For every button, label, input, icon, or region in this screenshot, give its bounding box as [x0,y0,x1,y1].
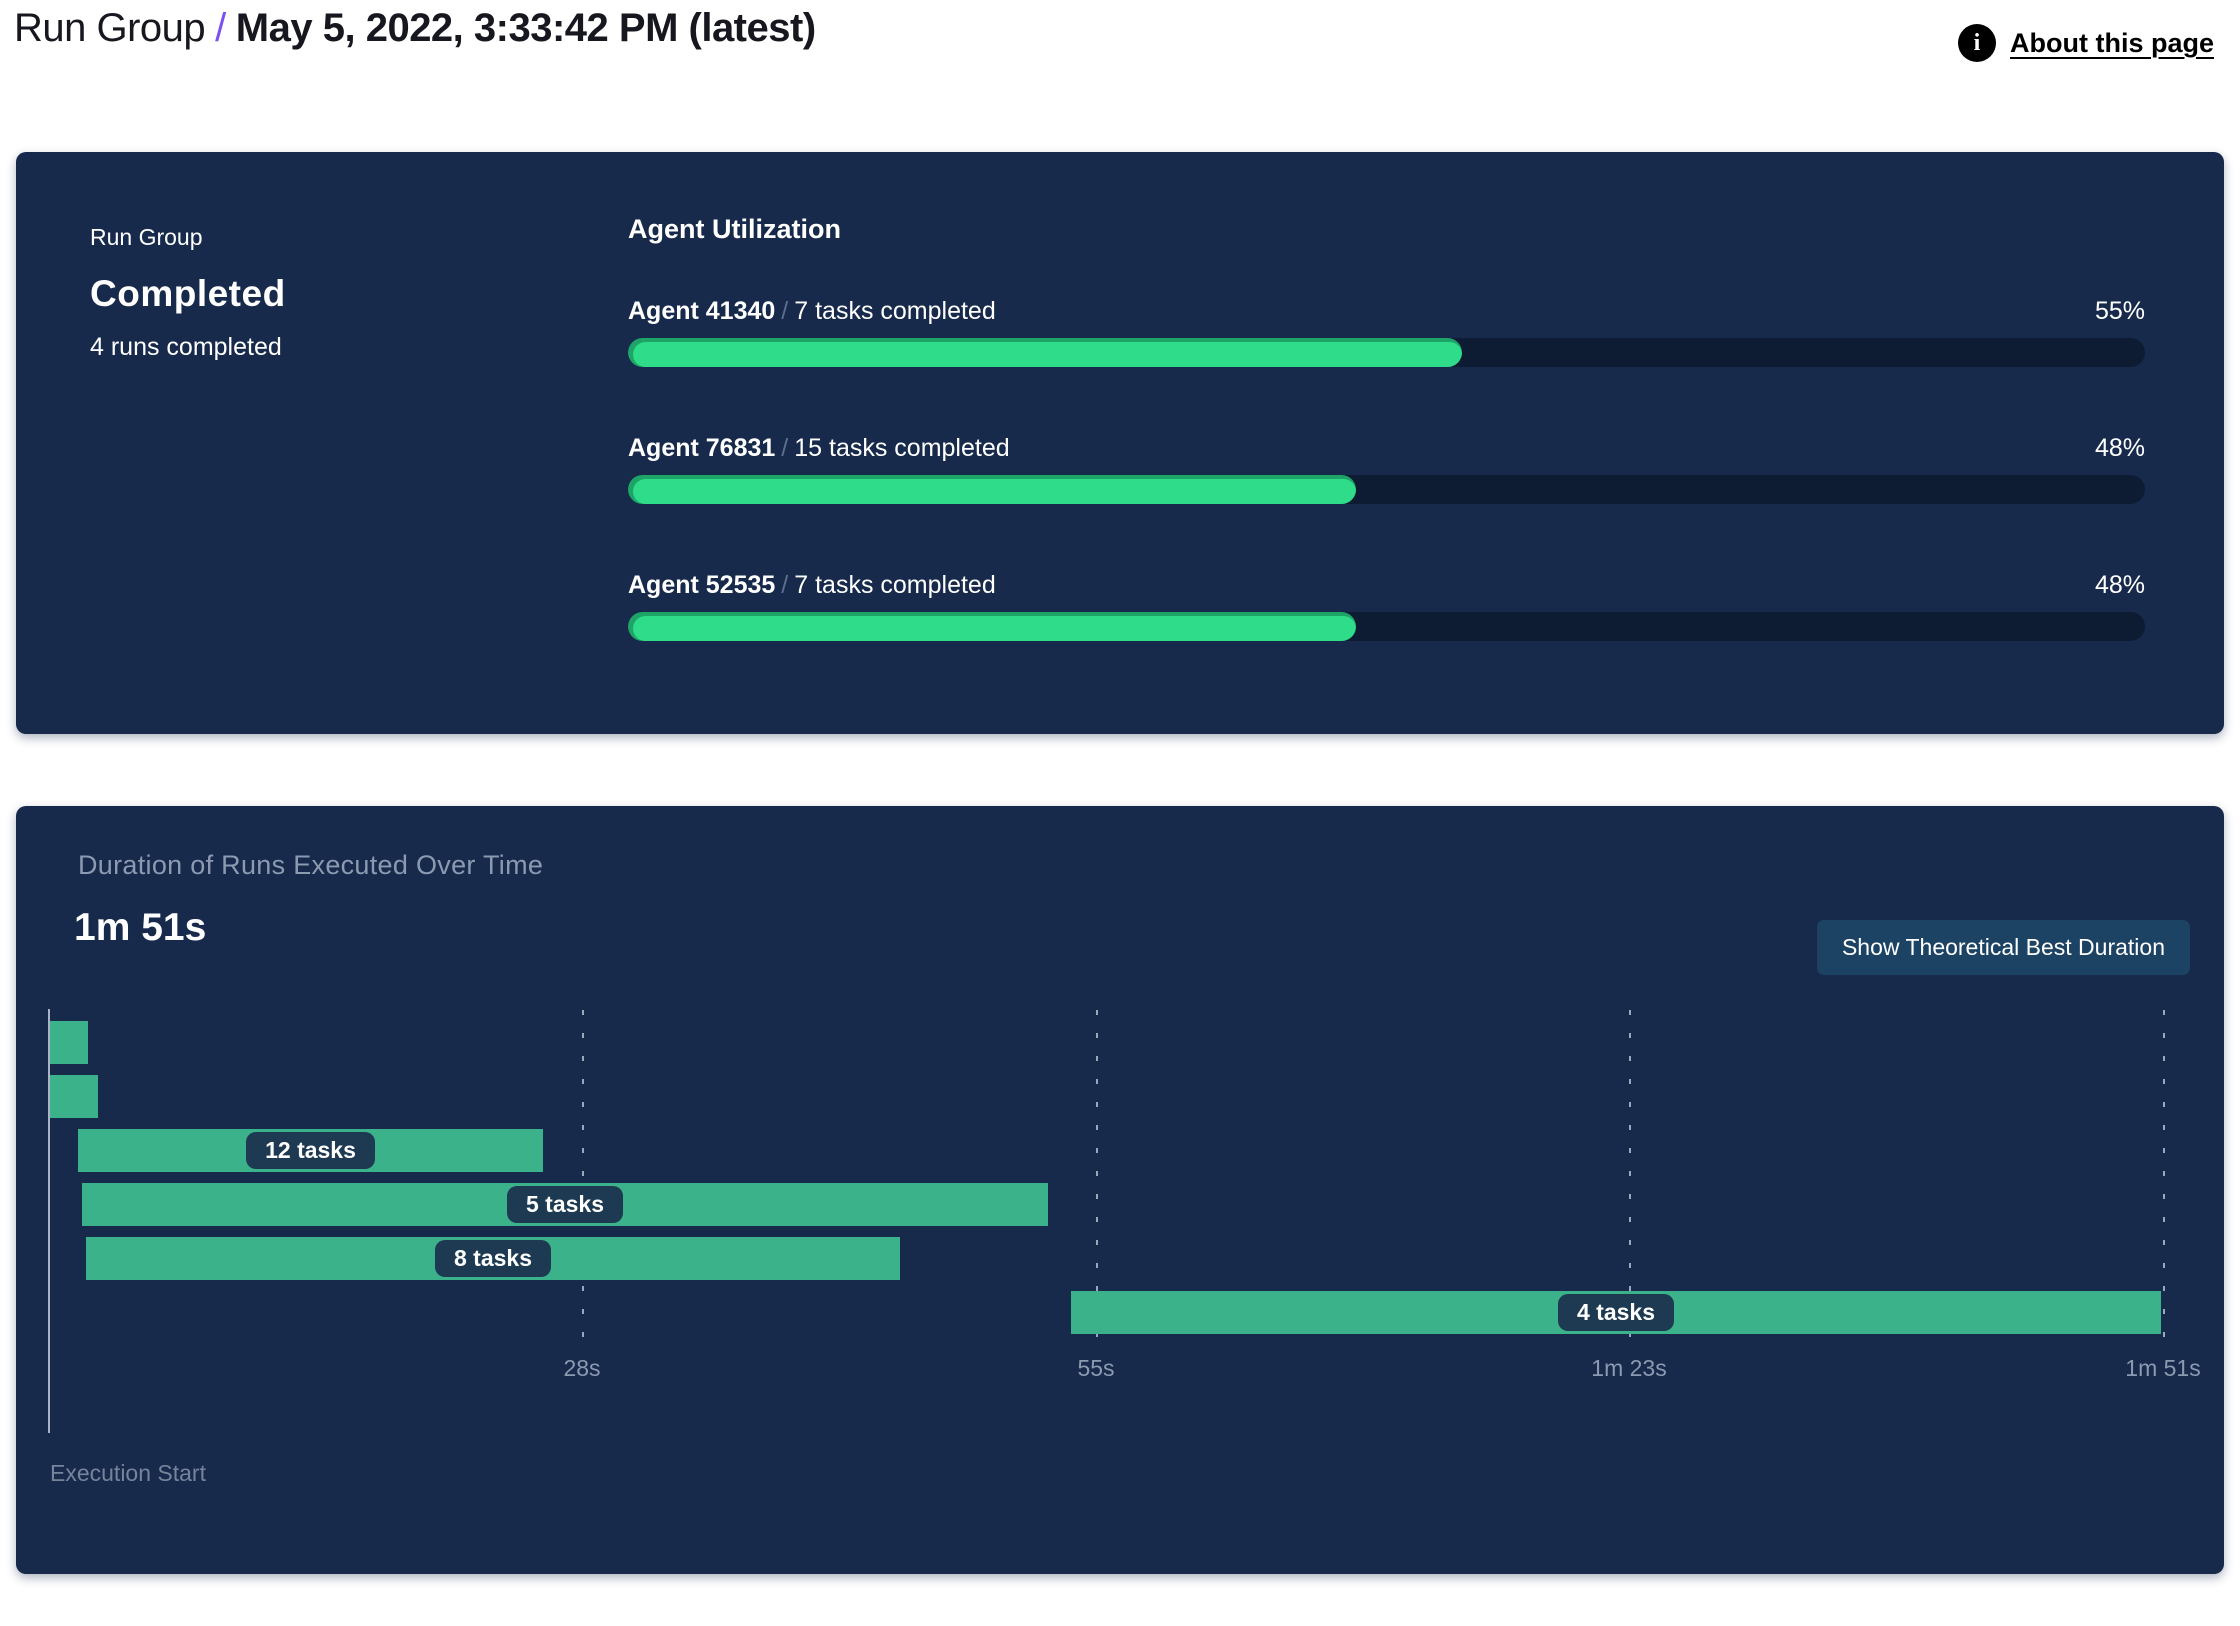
run-group-status: Completed [90,273,286,314]
agent-label-line: Agent 41340/7 tasks completed 55% [628,297,2145,326]
about-this-page-link[interactable]: i About this page [1958,24,2214,62]
agent-utilization-fill [628,338,1463,367]
agent-utilization-section: Agent Utilization Agent 41340/7 tasks co… [628,152,2224,734]
agent-label: Agent 76831/15 tasks completed [628,434,1010,463]
page-title: Run Group / May 5, 2022, 3:33:42 PM (lates… [14,6,816,51]
run-group-label: Run Group [90,224,203,250]
breadcrumb: Run Group [14,6,206,50]
agent-label-line: Agent 76831/15 tasks completed 48% [628,434,2145,463]
agent-utilization-fill [628,475,1357,504]
agent-label-line: Agent 52535/7 tasks completed 48% [628,571,2145,600]
agent-utilization-fill [628,612,1357,641]
run-bar[interactable]: 12 tasks [78,1129,543,1172]
run-bar[interactable] [50,1075,98,1118]
agent-utilization-fill-highlight [633,479,1357,504]
total-duration-value: 1m 51s [74,906,207,949]
task-count-pill: 4 tasks [1557,1294,1674,1331]
agent-utilization-track [628,475,2145,504]
execution-start-label: Execution Start [50,1460,206,1486]
gridline [582,1010,584,1355]
agent-label-separator: / [781,297,789,325]
gridline [1629,1010,1631,1355]
run-bar[interactable] [50,1021,88,1064]
agent-name: Agent 41340 [628,297,776,325]
agent-label-separator: / [781,434,789,462]
agent-utilization-row: Agent 52535/7 tasks completed 48% [628,571,2145,641]
run-group-panel: Run Group Completed 4 runs completed Age… [16,152,2224,734]
agent-utilization-list: Agent 41340/7 tasks completed 55% Agent 76… [628,297,2145,641]
task-count-pill: 5 tasks [506,1186,623,1223]
duration-chart-title: Duration of Runs Executed Over Time [78,850,544,880]
task-count-pill: 12 tasks [246,1132,375,1169]
run-bar[interactable]: 8 tasks [86,1237,900,1280]
y-axis-line [48,1009,50,1433]
axis-tick-label: 1m 23s [1591,1355,1667,1381]
gridline [1096,1010,1098,1355]
runs-completed-count: 4 runs completed [90,333,282,361]
run-group-summary: Run Group Completed 4 runs completed [16,152,628,734]
task-count-pill: 8 tasks [434,1240,551,1277]
agent-name: Agent 52535 [628,571,776,599]
breadcrumb-separator: / [215,6,226,50]
agent-utilization-track [628,612,2145,641]
agent-utilization-fill-highlight [633,342,1463,367]
duration-gantt-chart: Execution Start 28s 55s 1m 23s 1m 51s 12 tas… [48,1005,2201,1486]
agent-utilization-percent: 48% [2094,434,2145,462]
agent-utilization-percent: 55% [2094,297,2145,325]
agent-utilization-title: Agent Utilization [628,214,841,244]
gridline [2163,1010,2165,1355]
agent-utilization-track [628,338,2145,367]
agent-name: Agent 76831 [628,434,776,462]
run-bar[interactable]: 5 tasks [82,1183,1048,1226]
run-bar[interactable]: 4 tasks [1071,1291,2161,1334]
agent-label-separator: / [781,571,789,599]
duration-panel: Duration of Runs Executed Over Time 1m 5… [16,806,2224,1574]
agent-label: Agent 52535/7 tasks completed [628,571,996,600]
agent-utilization-row: Agent 76831/15 tasks completed 48% [628,434,2145,504]
axis-tick-label: 28s [563,1355,601,1381]
info-icon: i [1958,24,1996,62]
agent-label: Agent 41340/7 tasks completed [628,297,996,326]
about-link-label: About this page [2010,27,2214,58]
agent-utilization-row: Agent 41340/7 tasks completed 55% [628,297,2145,367]
agent-tasks-completed: 7 tasks completed [794,297,996,325]
axis-tick-label: 1m 51s [2125,1355,2201,1381]
agent-tasks-completed: 15 tasks completed [794,434,1010,462]
show-theoretical-best-duration-button[interactable]: Show Theoretical Best Duration [1816,920,2190,975]
page-header: Run Group / May 5, 2022, 3:33:42 PM (lates… [14,6,2226,62]
agent-utilization-fill-highlight [633,616,1357,641]
agent-utilization-percent: 48% [2094,571,2145,599]
agent-tasks-completed: 7 tasks completed [794,571,996,599]
axis-tick-label: 55s [1077,1355,1115,1381]
run-timestamp-title: May 5, 2022, 3:33:42 PM (latest) [235,6,816,50]
